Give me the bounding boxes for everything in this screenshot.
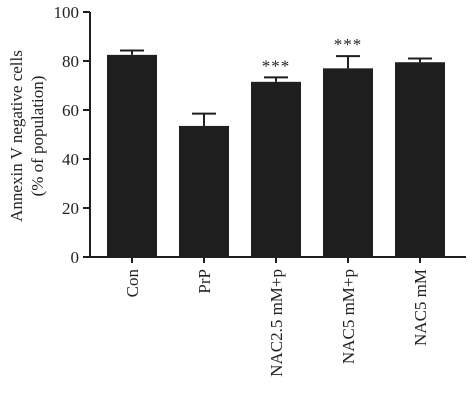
y-axis-title: Annexin V negative cells (% of populatio… <box>7 50 47 222</box>
bar-4 <box>395 62 445 257</box>
y-tick-label-80: 80 <box>62 52 79 71</box>
y-axis-title-line2: (% of population) <box>28 76 47 197</box>
y-tick-label-40: 40 <box>62 150 79 169</box>
significance-label-3: *** <box>334 35 363 54</box>
bar-1 <box>179 125 229 257</box>
y-tick-label-20: 20 <box>62 199 79 218</box>
x-tick-label-3: NAC5 mM+p <box>339 269 358 364</box>
plot-area: Con PrP *** NAC2.5 mM+p *** NAC5 mM+p NAC5 mM 0… <box>54 3 466 377</box>
y-tick-label-0: 0 <box>71 248 80 267</box>
y-tick-label-60: 60 <box>62 101 79 120</box>
x-tick-label-4: NAC5 mM <box>411 269 430 346</box>
y-axis-title-line1: Annexin V negative cells <box>7 50 26 222</box>
x-tick-label-0: Con <box>123 269 142 298</box>
x-tick-label-1: PrP <box>195 269 214 294</box>
significance-label-2: *** <box>262 56 291 75</box>
bar-0 <box>107 54 157 257</box>
x-tick-label-2: NAC2.5 mM+p <box>267 269 286 377</box>
bar-2 <box>251 81 301 257</box>
y-tick-label-100: 100 <box>54 3 80 22</box>
bar-3 <box>323 68 373 257</box>
